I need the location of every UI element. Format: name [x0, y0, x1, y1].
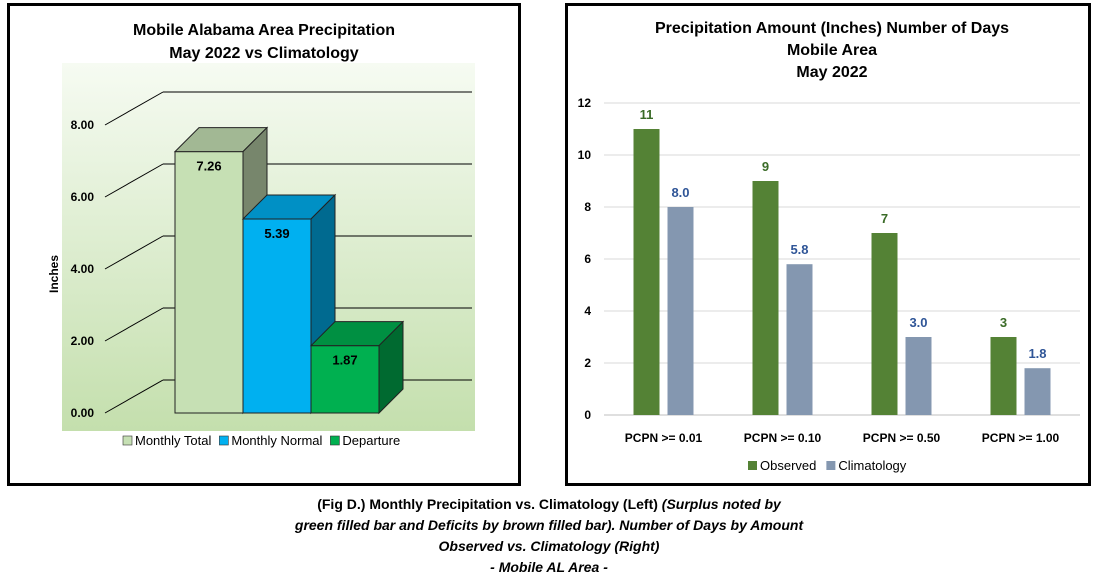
bar-front-face — [174, 151, 244, 414]
bar-climatology — [786, 264, 813, 415]
bar-observed — [990, 337, 1017, 415]
legend-swatch — [826, 461, 836, 470]
y-tick-label: 8 — [584, 200, 591, 214]
y-tick-label: 12 — [578, 96, 592, 110]
bar-climatology — [667, 207, 694, 415]
data-label: 1.8 — [1028, 346, 1046, 361]
y-tick-label: 4.00 — [71, 262, 95, 276]
bar-observed — [633, 129, 660, 415]
bar-observed — [752, 181, 779, 415]
y-tick-label: 6.00 — [71, 190, 95, 204]
caption-part-2: (Surplus noted by — [661, 496, 781, 512]
legend-swatch — [330, 435, 340, 446]
legend-swatch — [219, 435, 229, 446]
y-tick-label: 0.00 — [71, 406, 95, 420]
legend-item: Observed — [748, 458, 816, 473]
x-tick-label: PCPN >= 1.00 — [982, 431, 1060, 445]
x-tick-label: PCPN >= 0.50 — [863, 431, 941, 445]
caption-line-4: - Mobile AL Area - — [490, 559, 608, 575]
caption-line-2: green filled bar and Deficits by brown f… — [294, 517, 804, 533]
left-chart-panel: Mobile Alabama Area Precipitation May 20… — [7, 3, 521, 486]
legend-label: Observed — [760, 458, 816, 473]
left-chart: Mobile Alabama Area Precipitation May 20… — [47, 22, 475, 448]
gridline-diagonal — [104, 235, 164, 270]
legend-label: Monthly Total — [135, 433, 211, 448]
x-tick-label: PCPN >= 0.10 — [744, 431, 822, 445]
data-label: 3 — [1000, 315, 1007, 330]
gridline-diagonal — [104, 91, 164, 126]
caption-part-1: (Fig D.) Monthly Precipitation vs. Clima… — [317, 496, 662, 512]
y-tick-label: 0 — [584, 408, 591, 422]
y-tick-label: 2.00 — [71, 334, 95, 348]
figure-caption: (Fig D.) Monthly Precipitation vs. Clima… — [0, 494, 1098, 578]
right-chart-title-line-3: May 2022 — [796, 64, 867, 81]
legend-swatch — [122, 435, 133, 446]
data-label: 1.87 — [332, 353, 357, 368]
right-chart-title-line-1: Precipitation Amount (Inches) Number of … — [655, 20, 1009, 37]
y-tick-label: 8.00 — [71, 118, 95, 132]
caption-line-3: Observed vs. Climatology (Right) — [438, 538, 660, 554]
right-chart-title-line-2: Mobile Area — [787, 42, 877, 59]
legend-item: Monthly Total — [122, 433, 211, 448]
caption-line-1: (Fig D.) Monthly Precipitation vs. Clima… — [0, 494, 1098, 515]
y-tick-label: 2 — [584, 356, 591, 370]
gridline-diagonal — [104, 379, 164, 414]
y-tick-label: 10 — [578, 148, 592, 162]
y-axis-label: Inches — [47, 255, 61, 293]
bar-climatology — [905, 337, 932, 415]
data-label: 9 — [762, 159, 769, 174]
data-label: 8.0 — [671, 185, 689, 200]
y-tick-label: 6 — [584, 252, 591, 266]
bar-front-face — [310, 345, 380, 414]
data-label: 7.26 — [196, 159, 221, 174]
legend-item: Climatology — [826, 458, 907, 473]
bar-climatology — [1024, 368, 1051, 415]
data-label: 3.0 — [909, 315, 927, 330]
right-chart: Precipitation Amount (Inches) Number of … — [578, 20, 1080, 473]
gridline-diagonal — [104, 307, 164, 342]
x-tick-label: PCPN >= 0.01 — [625, 431, 703, 445]
left-chart-title: Mobile Alabama Area Precipitation — [133, 22, 395, 39]
data-label: 5.39 — [264, 226, 289, 241]
bar-observed — [871, 233, 898, 415]
bar-front-face — [242, 218, 312, 414]
data-label: 5.8 — [790, 242, 808, 257]
data-label: 7 — [881, 211, 888, 226]
legend-label: Climatology — [838, 458, 906, 473]
y-tick-label: 4 — [584, 304, 591, 318]
gridline-diagonal — [104, 163, 164, 198]
legend-item: Monthly Normal — [219, 433, 322, 448]
right-chart-panel: Precipitation Amount (Inches) Number of … — [565, 3, 1091, 486]
bar-departure: 1.87 — [309, 320, 405, 415]
legend-item: Departure — [330, 433, 400, 448]
data-label: 11 — [640, 107, 654, 122]
bar-side-face — [378, 320, 404, 415]
legend-label: Monthly Normal — [231, 433, 322, 448]
legend-swatch — [748, 461, 757, 470]
legend-label: Departure — [342, 433, 400, 448]
left-chart-subtitle: May 2022 vs Climatology — [169, 45, 359, 62]
